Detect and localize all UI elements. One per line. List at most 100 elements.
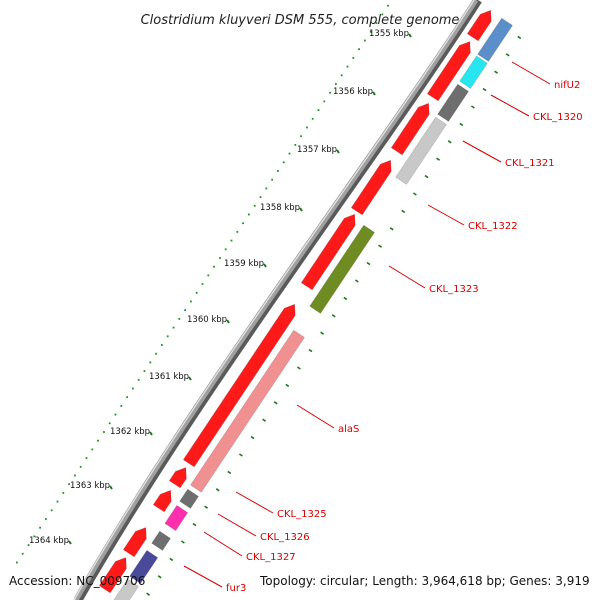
forward-gene-arrow[interactable] bbox=[182, 303, 296, 468]
forward-gene-arrow[interactable] bbox=[152, 489, 172, 513]
minor-tick bbox=[288, 152, 291, 155]
inner-tick bbox=[412, 192, 417, 196]
reverse-strand-features bbox=[108, 17, 513, 600]
minor-tick-marks bbox=[16, 4, 389, 564]
minor-tick bbox=[369, 30, 372, 33]
major-tick bbox=[263, 263, 267, 268]
inner-tick bbox=[250, 435, 255, 440]
gene-label[interactable]: CKL_1327 bbox=[246, 552, 296, 563]
inner-tick bbox=[296, 366, 301, 370]
label-leader-line bbox=[462, 140, 502, 163]
inner-tick bbox=[424, 174, 429, 179]
chromosome-backbone bbox=[73, 0, 482, 600]
minor-tick bbox=[56, 500, 59, 503]
inner-tick bbox=[157, 575, 162, 579]
forward-gene-arrow[interactable] bbox=[98, 557, 127, 594]
label-leader-line bbox=[217, 513, 257, 537]
inner-tick bbox=[308, 348, 313, 353]
minor-tick bbox=[27, 544, 30, 546]
minor-tick bbox=[213, 265, 215, 268]
inner-tick bbox=[320, 331, 325, 335]
gene-ckl-1323[interactable] bbox=[309, 224, 375, 314]
minor-tick bbox=[45, 518, 47, 520]
minor-tick bbox=[248, 213, 250, 216]
minor-tick bbox=[114, 413, 117, 416]
minor-tick bbox=[323, 100, 326, 103]
forward-gene-arrow[interactable] bbox=[390, 102, 430, 156]
gene-label[interactable]: CKL_1323 bbox=[429, 284, 479, 295]
inner-tick bbox=[273, 401, 278, 405]
minor-tick bbox=[195, 291, 198, 294]
gene-label[interactable]: CKL_1322 bbox=[468, 221, 518, 232]
gene-ckl-1322[interactable] bbox=[395, 116, 447, 185]
inner-tick bbox=[331, 314, 336, 318]
minor-tick bbox=[306, 126, 308, 129]
label-leader-line bbox=[427, 204, 465, 226]
inner-tick bbox=[517, 35, 522, 40]
forward-strand-features bbox=[98, 9, 492, 594]
inner-tick bbox=[354, 279, 359, 283]
inner-tick bbox=[285, 383, 290, 388]
forward-gene-arrow[interactable] bbox=[168, 467, 187, 489]
minor-tick bbox=[161, 344, 163, 346]
forward-gene-arrow[interactable] bbox=[300, 213, 356, 291]
kbp-tick-label: 1360 kbp bbox=[187, 315, 227, 325]
minor-tick bbox=[39, 526, 41, 529]
minor-tick bbox=[375, 22, 378, 24]
gene-alas[interactable] bbox=[190, 329, 305, 493]
minor-tick bbox=[132, 387, 134, 390]
minor-tick bbox=[352, 57, 355, 59]
kbp-tick-label: 1364 kbp bbox=[29, 536, 69, 546]
major-tick bbox=[109, 485, 113, 490]
map-title: Clostridium kluyveri DSM 555, complete g… bbox=[141, 13, 460, 28]
kbp-tick-label: 1361 kbp bbox=[149, 372, 189, 382]
forward-gene-arrow[interactable] bbox=[426, 41, 471, 102]
minor-tick bbox=[120, 405, 123, 407]
minor-tick bbox=[62, 492, 65, 494]
minor-tick bbox=[311, 117, 314, 120]
gene-ckl-1321[interactable] bbox=[437, 83, 469, 122]
minor-tick bbox=[201, 283, 204, 285]
gene-label[interactable]: nifU2 bbox=[554, 80, 580, 91]
minor-tick bbox=[265, 187, 268, 190]
minor-tick bbox=[190, 300, 192, 303]
gene-ckl-1320[interactable] bbox=[459, 55, 488, 89]
major-tick bbox=[299, 207, 303, 212]
gene-fur3[interactable] bbox=[129, 549, 159, 584]
gene-label[interactable]: CKL_1325 bbox=[277, 509, 327, 520]
gene-fur3-tail[interactable] bbox=[108, 578, 139, 600]
gene-ckl-1325[interactable] bbox=[179, 488, 199, 509]
minor-tick bbox=[242, 222, 244, 225]
accession-label: Accession: NC_009706 bbox=[9, 574, 146, 588]
forward-gene-arrow[interactable] bbox=[466, 9, 492, 42]
inner-tick bbox=[192, 522, 197, 527]
gene-label[interactable]: CKL_1320 bbox=[533, 112, 583, 123]
gene-ckl-1327[interactable] bbox=[151, 530, 171, 551]
forward-gene-arrow[interactable] bbox=[122, 527, 147, 558]
gene-label[interactable]: CKL_1326 bbox=[260, 532, 310, 543]
kbp-tick-label: 1356 kbp bbox=[333, 87, 373, 97]
gene-label[interactable]: CKL_1321 bbox=[505, 158, 555, 169]
minor-tick bbox=[68, 483, 70, 486]
label-leader-line bbox=[511, 61, 551, 85]
gene-label[interactable]: fur3 bbox=[226, 583, 246, 594]
inner-tick bbox=[180, 540, 185, 544]
gene-nifu2[interactable] bbox=[477, 17, 513, 62]
minor-tick bbox=[103, 431, 105, 433]
major-tick bbox=[408, 33, 412, 38]
major-tick bbox=[68, 540, 72, 545]
forward-gene-arrow[interactable] bbox=[350, 159, 392, 216]
inner-tick bbox=[169, 557, 174, 562]
minor-tick bbox=[21, 552, 24, 555]
minor-tick bbox=[271, 178, 273, 181]
minor-tick bbox=[74, 474, 76, 477]
gene-ckl-1326[interactable] bbox=[164, 504, 189, 532]
minor-tick bbox=[143, 370, 146, 372]
inner-tick bbox=[470, 105, 475, 109]
minor-tick bbox=[137, 378, 140, 381]
kbp-tick-label: 1357 kbp bbox=[297, 145, 337, 155]
kbp-tick-label: 1359 kbp bbox=[224, 259, 264, 269]
minor-tick bbox=[317, 109, 320, 111]
gene-label[interactable]: alaS bbox=[338, 424, 359, 435]
minor-tick bbox=[16, 561, 18, 564]
